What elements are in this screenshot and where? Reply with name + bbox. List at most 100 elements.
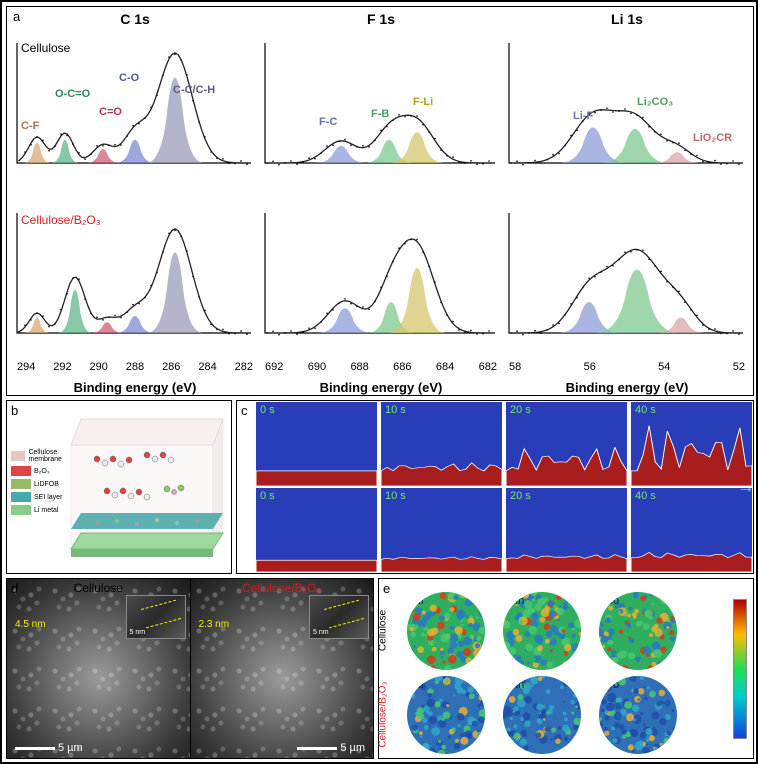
svg-text:C-O: C-O <box>119 72 140 84</box>
tick-label: 682 <box>479 361 497 375</box>
xaxis-label: Binding energy (eV) <box>507 380 747 395</box>
tof-element-label: Mn <box>509 595 524 607</box>
svg-text:C-C/C-H: C-C/C-H <box>173 84 215 96</box>
legend-item: B₂O₃ <box>11 466 75 476</box>
sem-title: Cellulose <box>7 581 190 595</box>
tick-label: 292 <box>53 361 71 375</box>
tof-element-label: Ni <box>413 595 423 607</box>
sim-frame: 10 s <box>380 401 503 487</box>
xaxis-label: Binding energy (eV) <box>15 380 255 395</box>
colorbar <box>733 599 747 739</box>
sim-frame: 0 s <box>255 401 378 487</box>
legend-swatch <box>11 505 31 515</box>
tick-label: 288 <box>126 361 144 375</box>
tick-label: 688 <box>350 361 368 375</box>
sem-inset: 5 nm <box>126 595 186 639</box>
tof-row: Cellulose/B₂O₃NiMnCo <box>407 675 677 755</box>
svg-text:F-C: F-C <box>319 116 337 128</box>
panel-c-label: c <box>241 403 248 418</box>
svg-text:F-B: F-B <box>371 108 389 120</box>
svg-text:C=O: C=O <box>99 106 122 118</box>
legend-label: LiDFOB <box>34 481 59 488</box>
tof-map: Mn <box>503 592 581 670</box>
xps-column: C 1s C-F O-C=O C=O C-O C-C/C-H 294 292 290 288 286… <box>15 7 255 397</box>
xaxis-label: Binding energy (eV) <box>263 380 499 395</box>
sim-row: Cellulose/B₂O₃0 s10 s20 s40 s <box>237 487 753 573</box>
sim-frame: 20 s <box>505 401 628 487</box>
tof-map: Ni <box>407 592 485 670</box>
sim-frame: 0 s <box>255 487 378 573</box>
tick-label: 56 <box>584 361 596 375</box>
sem-inset-scale: 5 nm <box>313 629 329 636</box>
svg-text:O-C=O: O-C=O <box>55 88 91 100</box>
legend-label: B₂O₃ <box>34 468 50 475</box>
sim-frames: 0 s10 s20 s40 s <box>255 487 753 573</box>
tick-label: 286 <box>162 361 180 375</box>
tick-label: 692 <box>265 361 283 375</box>
tick-label: 58 <box>509 361 521 375</box>
legend-label: SEI layer <box>34 494 62 501</box>
tof-map: Ni <box>407 676 485 754</box>
tick-label: 54 <box>658 361 670 375</box>
tick-label: 686 <box>393 361 411 375</box>
panel-e: e CelluloseNiMnCoCellulose/B₂O₃NiMnCo <box>378 578 754 759</box>
panel-b-legend: Cellulose membrane B₂O₃ LiDFOB SEI layer Li … <box>11 449 75 518</box>
legend-item: LiDFOB <box>11 479 75 489</box>
svg-text:F-Li: F-Li <box>413 96 433 108</box>
simulation-grid: Cellulose0 s10 s20 s40 sCellulose/B₂O₃0 … <box>237 401 753 573</box>
tof-element-label: Ni <box>413 679 423 691</box>
sim-row: Cellulose0 s10 s20 s40 s <box>237 401 753 487</box>
xps-spectrum <box>263 203 499 353</box>
sim-frame: 10 s <box>380 487 503 573</box>
legend-item: SEI layer <box>11 492 75 502</box>
tof-row-label: Cellulose <box>378 591 389 671</box>
tof-row-label: Cellulose/B₂O₃ <box>378 675 389 755</box>
svg-text:LiO₂CR: LiO₂CR <box>693 132 732 144</box>
xps-title: Li 1s <box>507 11 747 27</box>
xps-column: Li 1sLi-FLi₂CO₃LiO₂CR58565452Binding ene… <box>507 7 747 397</box>
panel-d: d Cellulose5 nm4.5 nm5 µmCellulose/B₂O₃5… <box>6 578 374 759</box>
sim-frame: 40 s <box>630 487 753 573</box>
sim-frames: 0 s10 s20 s40 s <box>255 401 753 487</box>
sem-title: Cellulose/B₂O₃ <box>191 581 374 595</box>
xaxis-ticks: 294292290288286284282 <box>15 361 255 375</box>
xps-title: C 1s <box>15 11 255 27</box>
legend-swatch <box>11 479 31 489</box>
xps-spectrum <box>507 203 747 353</box>
tick-label: 290 <box>90 361 108 375</box>
legend-item: Li metal <box>11 505 75 515</box>
panel-b-label: b <box>11 403 18 418</box>
panel-d-label: d <box>11 581 18 596</box>
sem-grid: Cellulose5 nm4.5 nm5 µmCellulose/B₂O₃5 n… <box>7 579 373 758</box>
tick-label: 282 <box>235 361 253 375</box>
sem-inset-scale: 5 nm <box>130 629 146 636</box>
tof-map: Co <box>599 592 677 670</box>
sem-image: Cellulose/B₂O₃5 nm2.3 nm5 µm <box>190 579 374 758</box>
sim-frame: 40 s <box>630 401 753 487</box>
xaxis-ticks: 692 690 688 686 684 682 <box>263 361 499 375</box>
svg-text:Li₂CO₃: Li₂CO₃ <box>637 96 673 108</box>
tick-label: 52 <box>733 361 745 375</box>
sem-image: Cellulose5 nm4.5 nm5 µm <box>7 579 190 758</box>
legend-label: Li metal <box>34 507 59 514</box>
legend-item: Cellulose membrane <box>11 449 75 463</box>
panel-b: b <box>6 400 232 574</box>
svg-text:C-F: C-F <box>21 120 40 132</box>
sem-thickness: 2.3 nm <box>199 619 230 630</box>
tick-label: 684 <box>436 361 454 375</box>
tof-element-label: Co <box>605 595 619 607</box>
tick-label: 690 <box>308 361 326 375</box>
xps-spectrum: Li-FLi₂CO₃LiO₂CR <box>507 33 747 183</box>
arrow-icon: → <box>737 477 755 498</box>
xps-row-label: Cellulose <box>21 41 70 55</box>
legend-swatch <box>11 466 31 476</box>
legend-label: Cellulose membrane <box>28 449 75 463</box>
legend-swatch <box>11 451 25 461</box>
xps-spectrum: C-F O-C=O C=O C-O C-C/C-H <box>15 33 255 183</box>
sem-inset: 5 nm <box>309 595 369 639</box>
tick-label: 294 <box>17 361 35 375</box>
tof-element-label: Co <box>605 679 619 691</box>
xps-title: F 1s <box>263 11 499 27</box>
tof-map: Co <box>599 676 677 754</box>
xps-spectrum: F-C F-B F-Li <box>263 33 499 183</box>
